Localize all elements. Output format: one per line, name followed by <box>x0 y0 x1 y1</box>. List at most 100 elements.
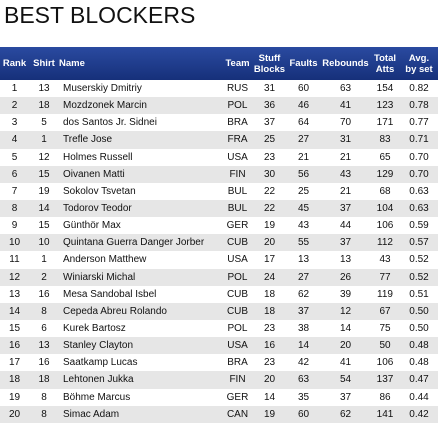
table-row[interactable]: 13 16 Mesa Sandobal Isbel CUB 18 62 39 119 0.51 <box>0 285 438 303</box>
rebounds-cell: 14 <box>339 323 352 335</box>
table-row[interactable]: 3 5 dos Santos Jr. Sidnei BRA 37 64 70 171 0.77 <box>0 114 438 132</box>
rebounds-cell: 43 <box>339 168 352 180</box>
col-header-rank[interactable]: Rank <box>2 58 27 69</box>
col-header-name[interactable]: Name <box>59 58 85 69</box>
shirt-cell: 12 <box>38 151 50 163</box>
col-header-faults[interactable]: Faults <box>289 58 318 69</box>
shirt-cell: 19 <box>38 185 50 197</box>
table-row[interactable]: 19 8 Böhme Marcus GER 14 35 37 86 0.44 <box>0 388 438 406</box>
rebounds-cell: 37 <box>339 203 352 215</box>
col-header-avg-by-set[interactable]: Avg. by set <box>400 47 438 80</box>
table-row[interactable]: 14 8 Cepeda Abreu Rolando CUB 18 37 12 67 0.50 <box>0 302 438 320</box>
player-name-cell: Cepeda Abreu Rolando <box>63 305 167 317</box>
avg-by-set-cell: 0.52 <box>409 271 429 283</box>
best-blockers-table: Rank Shirt Name Team Stuff Blocks Faults … <box>0 47 438 423</box>
avg-by-set-cell: 0.70 <box>409 151 429 163</box>
avg-by-set-cell: 0.70 <box>409 168 429 180</box>
total-atts-cell: 75 <box>379 323 391 335</box>
avg-by-set-cell: 0.48 <box>409 357 429 369</box>
avg-line2: by set <box>405 63 433 75</box>
player-name-cell: Anderson Matthew <box>63 254 147 266</box>
table-row[interactable]: 15 6 Kurek Bartosz POL 23 38 14 75 0.50 <box>0 319 438 338</box>
stuff-blocks-cell: 16 <box>263 340 276 352</box>
rank-cell: 5 <box>11 151 18 163</box>
total-atts-cell: 65 <box>379 151 391 163</box>
rank-cell: 11 <box>9 254 20 266</box>
avg-by-set-cell: 0.50 <box>409 305 429 317</box>
faults-cell: 27 <box>297 271 310 283</box>
table-row[interactable]: 7 19 Sokolov Tsvetan BUL 22 25 21 68 0.63 <box>0 182 438 200</box>
rank-cell: 14 <box>8 305 21 317</box>
faults-cell: 46 <box>297 100 310 112</box>
table-row[interactable]: 6 15 Oivanen Matti FIN 30 56 43 129 0.70 <box>0 165 438 183</box>
total-atts-cell: 137 <box>376 374 394 386</box>
col-header-shirt[interactable]: Shirt <box>33 58 55 69</box>
avg-by-set-cell: 0.82 <box>409 83 429 95</box>
table-row[interactable]: 4 1 Trefle Jose FRA 25 27 31 83 0.71 <box>0 131 438 149</box>
table-row[interactable]: 18 18 Lehtonen Jukka FIN 20 63 54 137 0.47 <box>0 371 438 389</box>
rebounds-cell: 20 <box>339 340 352 352</box>
table-row[interactable]: 20 8 Simac Adam CAN 19 60 62 141 0.42 <box>0 405 438 423</box>
table-row[interactable]: 1 13 Muserskiy Dmitriy RUS 31 60 63 154 0.82 <box>0 80 438 98</box>
faults-cell: 63 <box>297 374 310 386</box>
team-cell: FIN <box>229 168 246 180</box>
avg-by-set-cell: 0.50 <box>409 323 429 335</box>
avg-by-set-cell: 0.59 <box>409 220 429 232</box>
avg-by-set-cell: 0.63 <box>409 203 429 215</box>
shirt-cell: 5 <box>41 117 47 129</box>
faults-cell: 35 <box>297 391 310 403</box>
total-atts-cell: 171 <box>376 117 394 129</box>
table-row[interactable]: 12 2 Winiarski Michal POL 24 27 26 77 0.52 <box>0 268 438 286</box>
table-row[interactable]: 16 13 Stanley Clayton USA 16 14 20 50 0.48 <box>0 337 438 355</box>
total-atts-cell: 77 <box>379 271 391 283</box>
faults-cell: 60 <box>297 408 310 420</box>
team-cell: FRA <box>227 134 248 146</box>
avg-by-set-cell: 0.42 <box>409 408 429 420</box>
faults-cell: 14 <box>297 340 310 352</box>
total-atts-line2: Atts <box>375 63 395 75</box>
table-row[interactable]: 17 16 Saatkamp Lucas BRA 23 42 41 106 0.48 <box>0 354 438 372</box>
rank-cell: 17 <box>8 357 21 369</box>
player-name-cell: Simac Adam <box>63 408 120 420</box>
stuff-blocks-cell: 36 <box>263 100 276 112</box>
team-cell: BUL <box>227 203 248 215</box>
col-header-stuff-blocks[interactable]: Stuff Blocks <box>253 47 286 80</box>
rank-cell: 3 <box>11 117 18 129</box>
faults-cell: 56 <box>297 168 310 180</box>
table-row[interactable]: 5 12 Holmes Russell USA 23 21 21 65 0.70 <box>0 148 438 166</box>
table-row[interactable]: 2 18 Mozdzonek Marcin POL 36 46 41 123 0.78 <box>0 97 438 115</box>
table-row[interactable]: 10 10 Quintana Guerra Danger Jorber CUB 20 55… <box>0 234 438 252</box>
rebounds-cell: 41 <box>339 100 352 112</box>
stuff-blocks-cell: 19 <box>263 408 276 420</box>
stuff-blocks-cell: 31 <box>263 83 276 95</box>
table-row[interactable]: 8 14 Todorov Teodor BUL 22 45 37 104 0.63 <box>0 199 438 218</box>
player-name-cell: Günthör Max <box>63 220 121 232</box>
stuff-blocks-cell: 25 <box>263 134 276 146</box>
shirt-cell: 1 <box>41 134 47 146</box>
player-name-cell: Mozdzonek Marcin <box>63 100 147 112</box>
player-name-cell: Todorov Teodor <box>63 203 132 215</box>
rank-cell: 18 <box>8 374 21 386</box>
table-row[interactable]: 11 1 Anderson Matthew USA 17 13 13 43 0.52 <box>0 251 438 269</box>
stuff-blocks-cell: 14 <box>263 391 276 403</box>
shirt-cell: 1 <box>41 254 47 266</box>
stuff-blocks-cell: 17 <box>263 254 276 266</box>
team-cell: BUL <box>227 185 248 197</box>
shirt-cell: 6 <box>41 323 47 335</box>
rank-cell: 2 <box>11 100 18 112</box>
rebounds-cell: 41 <box>339 357 352 369</box>
team-cell: BRA <box>227 117 248 129</box>
avg-by-set-cell: 0.51 <box>409 288 429 300</box>
col-header-rebounds[interactable]: Rebounds <box>322 58 369 69</box>
player-name-cell: Stanley Clayton <box>63 340 134 352</box>
player-name-cell: Lehtonen Jukka <box>63 374 134 386</box>
faults-cell: 60 <box>297 83 310 95</box>
table-row[interactable]: 9 15 Günthör Max GER 19 43 44 106 0.59 <box>0 217 438 235</box>
team-cell: CAN <box>226 408 249 420</box>
col-header-total-atts[interactable]: Total Atts <box>370 47 400 80</box>
col-header-team[interactable]: Team <box>225 58 250 69</box>
rebounds-cell: 13 <box>339 254 352 266</box>
total-atts-cell: 112 <box>377 237 393 249</box>
rank-cell: 6 <box>11 168 18 180</box>
total-atts-cell: 50 <box>379 340 391 352</box>
